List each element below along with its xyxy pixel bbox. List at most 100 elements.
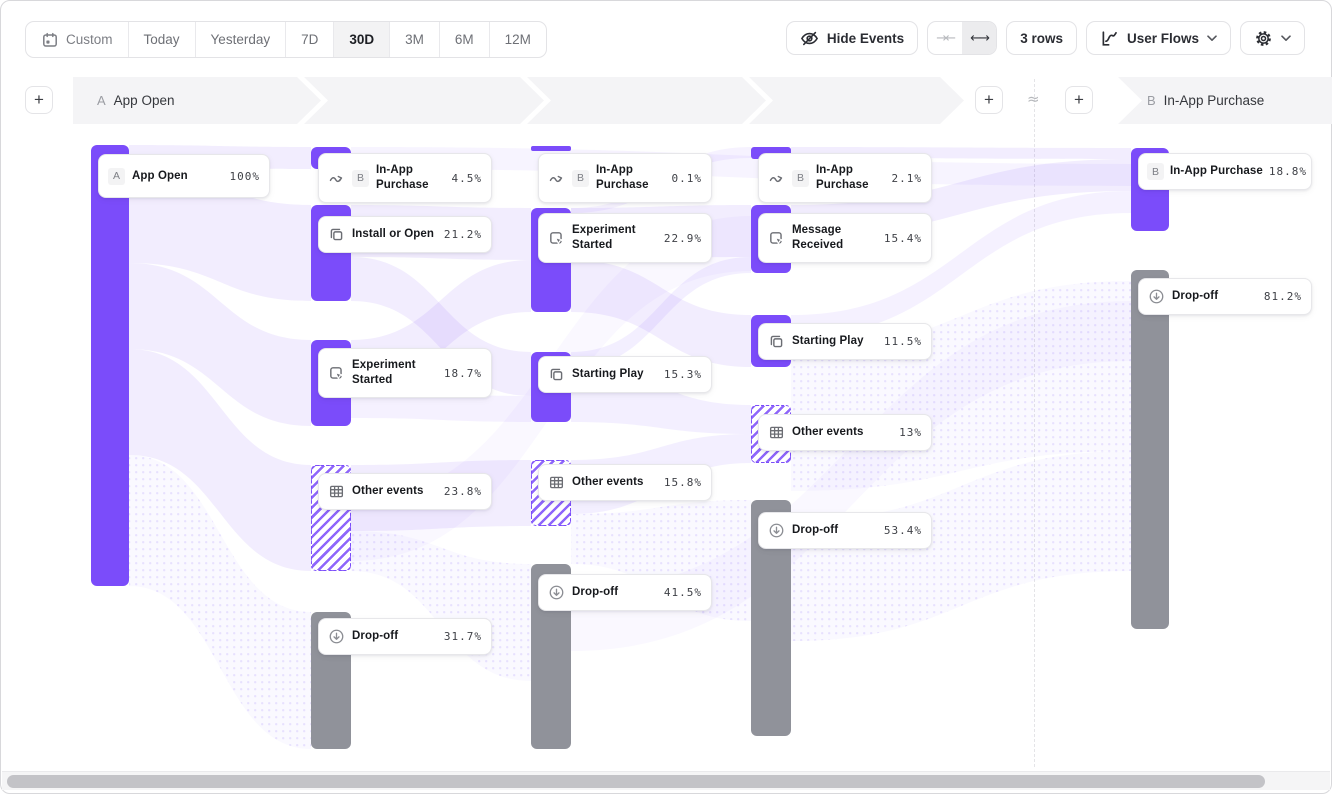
squares-icon xyxy=(768,333,785,350)
node-card-in-app-purchase-end[interactable]: B In-App Purchase 18.8% xyxy=(1138,153,1312,190)
wavy-arrow-icon xyxy=(328,170,345,187)
hide-events-label: Hide Events xyxy=(826,30,905,46)
node-card-drop-off-3[interactable]: Drop-off 41.5% xyxy=(538,574,712,611)
date-range-label: 12M xyxy=(504,32,531,47)
node-label: App Open xyxy=(132,169,188,182)
date-range-6m[interactable]: 6M xyxy=(438,22,489,57)
date-range-label: Yesterday xyxy=(210,32,271,47)
flow-chart-icon xyxy=(1100,29,1119,48)
settings-dropdown[interactable] xyxy=(1240,21,1305,55)
rows-button[interactable]: 3 rows xyxy=(1006,21,1077,55)
node-card-starting-play-4[interactable]: Starting Play 11.5% xyxy=(758,323,932,360)
node-percentage: 0.1% xyxy=(671,171,702,185)
step-letter: B xyxy=(1147,93,1156,108)
view-type-dropdown[interactable]: User Flows xyxy=(1085,21,1231,55)
date-range-today[interactable]: Today xyxy=(127,22,195,57)
plus-icon: + xyxy=(34,90,44,109)
node-card-message-received[interactable]: Message Received 15.4% xyxy=(758,213,932,263)
node-label: Drop-off xyxy=(1172,290,1219,303)
node-label: Install or Open xyxy=(352,228,435,241)
node-label: Drop-off xyxy=(572,586,619,599)
add-step-start-button[interactable]: + xyxy=(25,86,53,114)
node-label: Experiment Started xyxy=(352,359,416,386)
step-banner-shapes xyxy=(73,77,1332,124)
step-banner-end[interactable]: B In-App Purchase xyxy=(1147,77,1264,124)
cursor-box-icon xyxy=(768,230,785,247)
date-range-7d[interactable]: 7D xyxy=(285,22,333,57)
grid-icon xyxy=(768,424,785,441)
node-card-other-events-3[interactable]: Other events 15.8% xyxy=(538,464,712,501)
cursor-box-icon xyxy=(548,230,565,247)
add-step-before-end-button[interactable]: + xyxy=(975,86,1003,114)
approx-icon: ≈ xyxy=(1027,90,1040,108)
node-card-in-app-purchase-4[interactable]: B In-App Purchase 2.1% xyxy=(758,153,932,203)
node-percentage: 21.2% xyxy=(443,228,482,241)
add-step-end-button[interactable]: + xyxy=(1065,86,1093,114)
date-range-label: 30D xyxy=(349,32,375,47)
node-percentage: 53.4% xyxy=(883,524,922,537)
node-label: Message Received xyxy=(792,224,844,251)
wavy-arrow-icon xyxy=(768,170,785,187)
date-range-label: Today xyxy=(143,32,180,47)
toolbar: Custom Today Yesterday 7D 30D 3M 6M 12M … xyxy=(1,1,1331,71)
toolbar-right-group: Hide Events →← ←→ 3 rows User Flows xyxy=(785,21,1305,55)
node-percentage: 81.2% xyxy=(1263,290,1302,303)
node-card-experiment-started-2[interactable]: Experiment Started 18.7% xyxy=(318,348,492,398)
node-card-starting-play-3[interactable]: Starting Play 15.3% xyxy=(538,356,712,393)
step-banner-start[interactable]: A App Open xyxy=(97,77,174,124)
date-range-yesterday[interactable]: Yesterday xyxy=(194,22,286,57)
node-percentage: 2.1% xyxy=(891,171,922,185)
step-header: + A App Open + ≈ + B In-App Purchase xyxy=(1,77,1332,124)
calendar-icon xyxy=(41,31,59,49)
node-card-experiment-started-3[interactable]: Experiment Started 22.9% xyxy=(538,213,712,263)
node-label: Drop-off xyxy=(792,524,839,537)
hide-events-button[interactable]: Hide Events xyxy=(785,21,919,55)
node-card-drop-off-4[interactable]: Drop-off 53.4% xyxy=(758,512,932,549)
squares-icon xyxy=(328,226,345,243)
width-toggle: →← ←→ xyxy=(927,21,998,55)
expand-columns-button[interactable]: ←→ xyxy=(962,22,997,54)
step-letter: A xyxy=(97,93,106,108)
node-percentage: 15.3% xyxy=(663,368,702,381)
date-range-custom[interactable]: Custom xyxy=(26,22,128,57)
node-percentage: 100% xyxy=(229,169,260,183)
node-card-install-or-open[interactable]: Install or Open 21.2% xyxy=(318,216,492,253)
node-percentage: 18.7% xyxy=(443,366,482,380)
collapse-columns-button[interactable]: →← xyxy=(928,22,962,54)
plus-icon: + xyxy=(984,90,994,109)
node-card-in-app-purchase-2[interactable]: B In-App Purchase 4.5% xyxy=(318,153,492,203)
node-label: Drop-off xyxy=(352,630,399,643)
horizontal-scrollbar-track[interactable] xyxy=(2,771,1330,790)
step-b-badge: B xyxy=(352,169,369,187)
node-label: In-App Purchase xyxy=(816,164,869,191)
node-card-in-app-purchase-3[interactable]: B In-App Purchase 0.1% xyxy=(538,153,712,203)
date-range-30d[interactable]: 30D xyxy=(333,22,390,57)
node-percentage: 18.8% xyxy=(1268,165,1308,178)
step-a-badge: A xyxy=(108,167,125,185)
node-percentage: 31.7% xyxy=(443,630,482,643)
node-card-drop-off-end[interactable]: Drop-off 81.2% xyxy=(1138,278,1312,315)
node-bar-in-app-purchase-3[interactable] xyxy=(531,146,571,151)
rows-label: 3 rows xyxy=(1020,30,1063,46)
node-percentage: 41.5% xyxy=(663,586,702,599)
node-bar-other-events-2[interactable] xyxy=(311,465,351,571)
node-card-other-events-2[interactable]: Other events 23.8% xyxy=(318,473,492,510)
horizontal-scrollbar-thumb[interactable] xyxy=(7,775,1265,788)
eye-off-icon xyxy=(800,29,819,48)
arrows-in-icon: →← xyxy=(936,30,956,46)
step-b-badge: B xyxy=(572,169,589,187)
node-card-drop-off-2[interactable]: Drop-off 31.7% xyxy=(318,618,492,655)
node-card-app-open[interactable]: A App Open 100% xyxy=(98,154,270,198)
node-label: In-App Purchase xyxy=(596,164,649,191)
node-bar-app-open[interactable] xyxy=(91,145,129,586)
node-card-other-events-4[interactable]: Other events 13% xyxy=(758,414,932,451)
date-range-label: 3M xyxy=(405,32,424,47)
node-bar-drop-off-end[interactable] xyxy=(1131,270,1169,629)
date-range-12m[interactable]: 12M xyxy=(488,22,546,57)
date-range-3m[interactable]: 3M xyxy=(389,22,439,57)
node-label: Starting Play xyxy=(792,335,864,348)
node-label: Starting Play xyxy=(572,368,644,381)
view-type-label: User Flows xyxy=(1126,30,1199,46)
end-step-divider xyxy=(1034,79,1035,767)
step-b-badge: B xyxy=(792,169,809,187)
